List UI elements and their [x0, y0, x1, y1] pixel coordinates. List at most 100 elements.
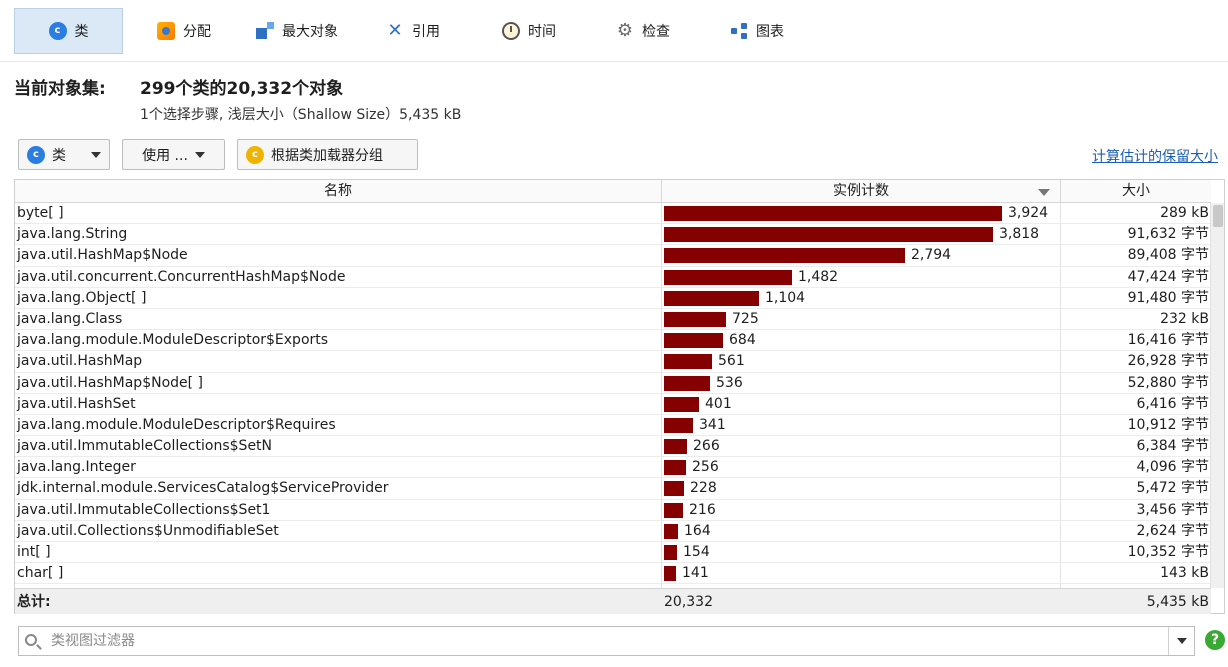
- instance-count-cell: 164: [684, 522, 711, 539]
- instance-count-cell: 2,794: [911, 247, 952, 264]
- compute-retained-size-link[interactable]: 计算估计的保留大小: [1092, 149, 1218, 165]
- sort-descending-icon: [1038, 189, 1050, 196]
- column-divider: [661, 203, 662, 588]
- size-cell: 47,424 字节: [1127, 268, 1209, 285]
- scrollbar-thumb[interactable]: [1213, 205, 1223, 227]
- tab-allocations[interactable]: 分配: [147, 8, 221, 54]
- instance-count-bar: [664, 227, 993, 243]
- view-toolbar: c 类 分配 最大对象 ✕ 引用 时间 ⚙ 检查 图表: [0, 0, 1228, 62]
- table-row[interactable]: java.lang.Object[ ] 1,104 91,480 字节: [15, 288, 1211, 309]
- instance-count-cell: 3,924: [1008, 205, 1049, 221]
- group-by-classloader-button[interactable]: c 根据类加载器分组: [237, 139, 418, 170]
- instance-count-cell: 256: [692, 459, 719, 476]
- view-mode-select[interactable]: c 类: [18, 139, 110, 170]
- instance-count-bar: [664, 354, 712, 370]
- table-row[interactable]: java.lang.String 3,818 91,632 字节: [15, 224, 1211, 246]
- column-header-count[interactable]: 实例计数: [662, 180, 1061, 203]
- class-name-cell: int[ ]: [17, 544, 51, 560]
- filter-input[interactable]: [49, 630, 1159, 652]
- instance-count-bar: [664, 206, 1002, 221]
- total-row: 总计: 20,332 5,435 kB: [15, 588, 1211, 614]
- size-cell: 91,480 字节: [1127, 289, 1209, 306]
- class-name-cell: jdk.internal.module.ServicesCatalog$Serv…: [17, 480, 389, 497]
- search-icon: [25, 634, 37, 646]
- selection-steps-info: 1个选择步骤, 浅层大小（Shallow Size）5,435 kB: [140, 107, 462, 123]
- table-body: byte[ ] 3,924 289 kB java.lang.String 3,818 9…: [15, 203, 1211, 588]
- table-row[interactable]: java.util.ImmutableCollections$SetN 266 6,…: [15, 436, 1211, 458]
- instance-count-bar: [664, 545, 677, 560]
- instance-count-cell: 216: [689, 501, 716, 518]
- size-cell: 91,632 字节: [1127, 226, 1209, 243]
- tab-references[interactable]: ✕ 引用: [376, 8, 450, 54]
- classloader-icon: c: [246, 145, 264, 164]
- table-row[interactable]: int[ ] 154 10,352 字节: [15, 542, 1211, 564]
- class-name-cell: java.lang.module.ModuleDescriptor$Requir…: [17, 416, 336, 433]
- instance-count-cell: 1,104: [765, 289, 806, 306]
- instance-count-bar: [664, 502, 683, 518]
- instance-count-bar: [664, 311, 726, 327]
- column-header-name[interactable]: 名称: [15, 180, 662, 203]
- tab-biggest-objects[interactable]: 最大对象: [246, 8, 348, 54]
- tab-graph[interactable]: 图表: [720, 8, 794, 54]
- chevron-down-icon: [91, 151, 101, 158]
- chevron-down-icon: [194, 151, 205, 158]
- table-row[interactable]: char[ ] 141 143 kB: [15, 563, 1211, 585]
- instance-count-bar: [664, 290, 759, 306]
- vertical-scrollbar[interactable]: [1210, 203, 1224, 588]
- size-cell: 2,624 字节: [1136, 522, 1209, 539]
- tab-label: 图表: [756, 24, 784, 40]
- class-name-cell: java.lang.Class: [17, 310, 123, 327]
- instance-count-cell: 684: [729, 332, 756, 349]
- size-cell: 16,416 字节: [1127, 332, 1209, 349]
- table-row[interactable]: byte[ ] 3,924 289 kB: [15, 203, 1211, 225]
- instance-count-bar: [664, 439, 687, 455]
- instance-count-cell: 266: [693, 438, 720, 455]
- tab-label: 检查: [642, 24, 670, 40]
- size-cell: 232 kB: [1160, 310, 1209, 327]
- table-row[interactable]: java.lang.Class 725 232 kB: [15, 309, 1211, 331]
- use-button-label: 使用 ...: [142, 147, 188, 164]
- use-button[interactable]: 使用 ...: [122, 139, 225, 170]
- instance-count-bar: [664, 333, 723, 349]
- instance-count-cell: 401: [705, 395, 732, 412]
- class-icon: c: [48, 22, 67, 40]
- table-row[interactable]: java.util.HashMap 561 26,928 字节: [15, 351, 1211, 373]
- instance-count-bar: [664, 481, 684, 497]
- tab-classes[interactable]: c 类: [14, 8, 123, 54]
- view-mode-value: 类: [52, 147, 66, 164]
- instance-count-bar: [664, 523, 678, 539]
- current-object-set-value: 299个类的20,332个对象: [140, 79, 344, 99]
- instance-count-bar: [664, 269, 792, 285]
- table-row[interactable]: java.util.HashSet 401 6,416 字节: [15, 394, 1211, 415]
- class-name-cell: java.util.ImmutableCollections$Set1: [17, 501, 271, 518]
- table-row[interactable]: java.util.HashMap$Node 2,794 89,408 字节: [15, 245, 1211, 267]
- column-header-size[interactable]: 大小: [1122, 183, 1150, 199]
- size-cell: 289 kB: [1160, 205, 1209, 221]
- instance-count-cell: 3,818: [999, 226, 1040, 243]
- instance-count-bar: [664, 248, 905, 264]
- table-row[interactable]: java.lang.module.ModuleDescriptor$Requir…: [15, 415, 1211, 437]
- chevron-down-icon: [1176, 638, 1187, 644]
- filter-history-dropdown[interactable]: [1168, 627, 1194, 655]
- table-row[interactable]: jdk.internal.module.ServicesCatalog$Serv…: [15, 478, 1211, 500]
- class-name-cell: byte[ ]: [17, 205, 64, 221]
- instance-count-cell: 536: [716, 374, 743, 391]
- table-row[interactable]: java.util.Collections$UnmodifiableSet 164…: [15, 521, 1211, 542]
- tab-label: 时间: [528, 24, 556, 40]
- table-row[interactable]: java.util.ImmutableCollections$Set1 216 3,…: [15, 500, 1211, 521]
- instance-count-cell: 725: [732, 310, 759, 327]
- table-row[interactable]: java.lang.Integer 256 4,096 字节: [15, 457, 1211, 479]
- allocation-icon: [157, 22, 175, 40]
- table-row[interactable]: java.util.concurrent.ConcurrentHashMap$N…: [15, 267, 1211, 288]
- size-cell: 52,880 字节: [1127, 374, 1209, 391]
- size-cell: 6,416 字节: [1136, 395, 1209, 412]
- tab-time[interactable]: 时间: [492, 8, 566, 54]
- help-icon[interactable]: ?: [1205, 630, 1225, 650]
- class-table: 名称 实例计数 大小 byte[ ] 3,924 289 kB java.lang.S…: [14, 179, 1225, 614]
- instance-count-bar: [664, 460, 686, 476]
- tab-inspections[interactable]: ⚙ 检查: [606, 8, 680, 54]
- column-divider: [1060, 203, 1061, 588]
- instance-count-cell: 154: [683, 544, 710, 560]
- table-row[interactable]: java.util.HashMap$Node[ ] 536 52,880 字节: [15, 373, 1211, 394]
- table-row[interactable]: java.lang.module.ModuleDescriptor$Export…: [15, 330, 1211, 352]
